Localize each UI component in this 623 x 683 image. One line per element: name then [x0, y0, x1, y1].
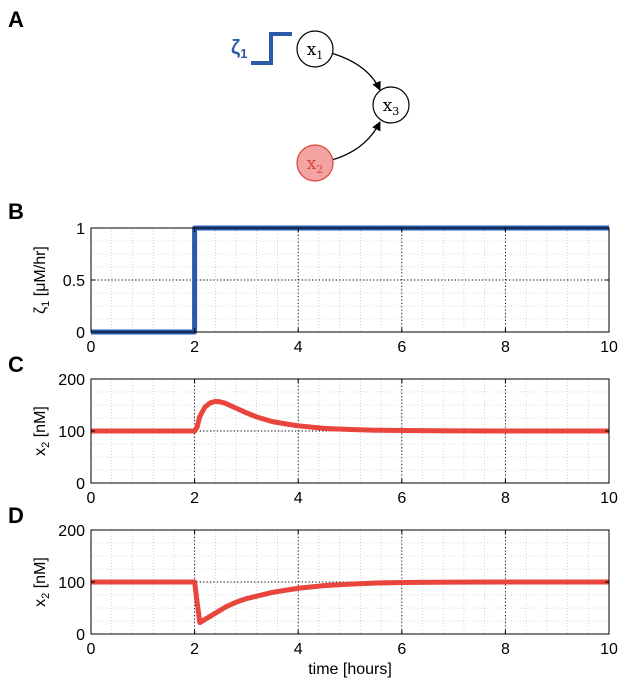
series-line [91, 398, 609, 434]
y-tick-label: 200 [58, 523, 85, 540]
edge-x1-x3 [330, 52, 381, 91]
node-x3: x3 [372, 86, 410, 124]
y-tick-label: 1 [76, 221, 85, 238]
x-tick-label: 8 [501, 641, 510, 658]
y-axis-label: x2 [nM] [32, 406, 52, 456]
x-tick-label: 10 [600, 490, 618, 507]
y-tick-label: 0 [76, 325, 85, 342]
y-tick-label: 100 [58, 424, 85, 441]
x-tick-label: 4 [294, 339, 303, 356]
x-tick-label: 0 [87, 490, 96, 507]
x-axis-label: time [hours] [308, 661, 392, 678]
x-tick-label: 4 [294, 490, 303, 507]
x-tick-label: 6 [397, 641, 406, 658]
x-tick-label: 2 [190, 641, 199, 658]
panel-letter-c: C [8, 352, 24, 377]
x-tick-label: 2 [190, 490, 199, 507]
edge-x2-x3 [331, 121, 381, 161]
node-x1: x1 [296, 30, 334, 68]
y-tick-label: 0 [76, 627, 85, 644]
y-tick-label: 100 [58, 575, 85, 592]
node-x2: x2 [296, 144, 334, 182]
network-diagram: ζ1 x1 x3 x2 [231, 30, 410, 182]
panel-letter-d: D [8, 503, 24, 528]
x-tick-label: 0 [87, 339, 96, 356]
y-tick-label: 0.5 [63, 273, 85, 290]
x-tick-label: 0 [87, 641, 96, 658]
series-line [91, 579, 609, 626]
x-tick-label: 6 [397, 490, 406, 507]
chart-panel-b: 0 2 4 6 8 10 0 0.5 1 ζ1 [μM/hr] [32, 221, 618, 356]
x-tick-label: 4 [294, 641, 303, 658]
step-function-icon [251, 32, 292, 65]
panel-letter-a: A [8, 7, 24, 32]
y-axis-label: x2 [nM] [32, 557, 52, 607]
x-tick-label: 8 [501, 339, 510, 356]
svg-text:x2: x2 [307, 154, 324, 176]
stimulus-label: ζ1 [231, 37, 247, 61]
x-tick-label: 2 [190, 339, 199, 356]
x-tick-label: 10 [600, 339, 618, 356]
x-tick-label: 8 [501, 490, 510, 507]
y-axis-label: ζ1 [μM/hr] [32, 246, 52, 314]
x-tick-label: 6 [397, 339, 406, 356]
y-tick-label: 0 [76, 476, 85, 493]
x-tick-label: 10 [600, 641, 618, 658]
y-tick-label: 200 [58, 372, 85, 389]
svg-text:x3: x3 [383, 96, 400, 118]
panel-letter-b: B [8, 199, 24, 224]
svg-text:x1: x1 [307, 40, 324, 62]
